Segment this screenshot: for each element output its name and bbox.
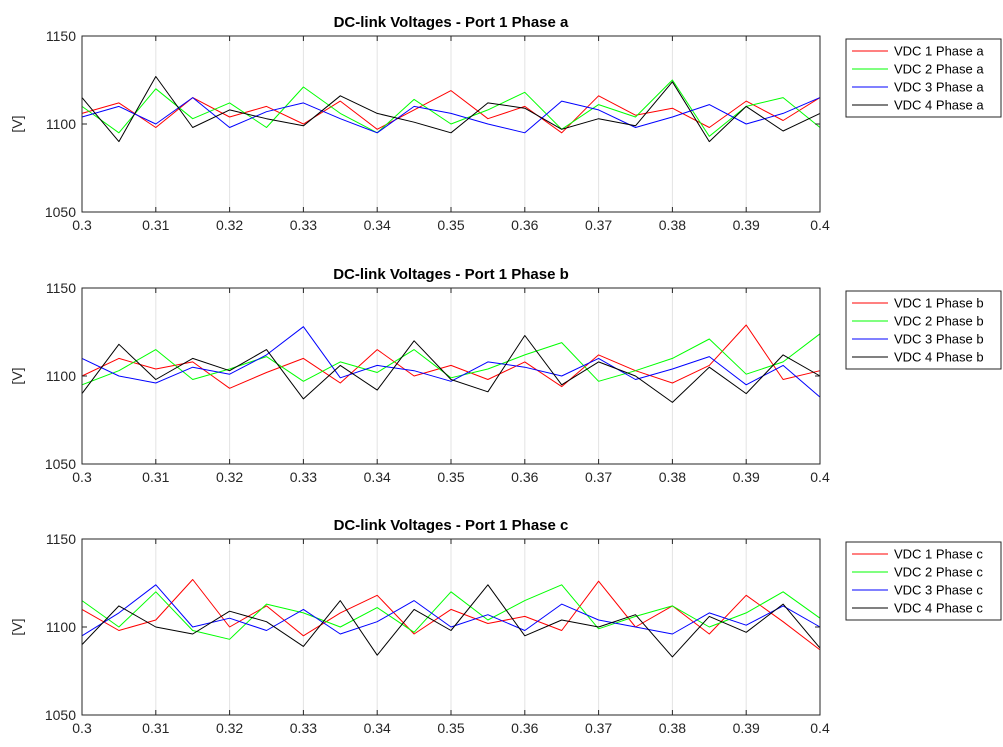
subplot-3: 0.3 0.31 0.32 0.33 0.34 0.35 0.36 0.37 0.38 0.39 0… [9, 517, 1002, 736]
x-tick-label: 0.31 [142, 217, 169, 233]
y-tick-label: 1100 [46, 116, 76, 132]
y-axis-label: [V] [9, 618, 25, 635]
x-tick-label: 0.3 [72, 217, 92, 233]
legend-label-4: VDC 4 Phase b [894, 350, 984, 365]
y-tick-label: 1100 [46, 619, 76, 635]
subplot-1: 0.3 0.31 0.32 0.33 0.34 0.35 0.36 0.37 0.38 0.39 0… [9, 14, 1002, 233]
series-line-1 [81, 579, 821, 651]
series-line-1 [81, 324, 821, 389]
y-tick-label: 1050 [45, 456, 76, 472]
legend-label-4: VDC 4 Phase a [894, 98, 984, 113]
x-tick-label: 0.35 [437, 217, 464, 233]
x-tick-label: 0.4 [810, 217, 830, 233]
legend-label-3: VDC 3 Phase b [894, 332, 984, 347]
x-tick-label: 0.38 [659, 469, 686, 485]
y-tick-label: 1150 [46, 531, 76, 547]
series-line-3 [81, 326, 821, 398]
x-tick-label: 0.31 [142, 469, 169, 485]
x-tick-label: 0.32 [216, 720, 243, 736]
legend: VDC 1 Phase a VDC 2 Phase a VDC 3 Phase a V… [845, 38, 1002, 118]
y-axis-label: [V] [9, 367, 25, 384]
x-tick-label: 0.34 [364, 469, 391, 485]
x-tick-label: 0.35 [437, 720, 464, 736]
x-tick-label: 0.33 [290, 469, 317, 485]
legend-label-2: VDC 2 Phase a [894, 62, 984, 77]
legend-label-1: VDC 1 Phase b [894, 296, 984, 311]
legend-label-1: VDC 1 Phase a [894, 44, 984, 59]
x-tick-label: 0.39 [733, 720, 760, 736]
legend-label-2: VDC 2 Phase c [894, 565, 983, 580]
x-tick-label: 0.39 [733, 217, 760, 233]
x-tick-label: 0.33 [290, 217, 317, 233]
series-line-4 [81, 584, 821, 658]
y-axis-label: [V] [9, 115, 25, 132]
legend-label-3: VDC 3 Phase c [894, 583, 983, 598]
x-tick-label: 0.36 [511, 469, 538, 485]
subplot-2: 0.3 0.31 0.32 0.33 0.34 0.35 0.36 0.37 0.38 0.39 0… [9, 266, 1002, 485]
x-tick-label: 0.3 [72, 720, 92, 736]
x-tick-label: 0.39 [733, 469, 760, 485]
x-tick-label: 0.4 [810, 720, 830, 736]
legend: VDC 1 Phase c VDC 2 Phase c VDC 3 Phase c V… [845, 541, 1002, 621]
legend-label-3: VDC 3 Phase a [894, 80, 984, 95]
legend-box [845, 38, 1002, 118]
x-tick-label: 0.37 [585, 217, 612, 233]
y-tick-label: 1050 [45, 204, 76, 220]
x-tick-label: 0.31 [142, 720, 169, 736]
legend-box [845, 290, 1002, 370]
chart-title: DC-link Voltages - Port 1 Phase c [334, 517, 569, 534]
x-tick-label: 0.34 [364, 720, 391, 736]
legend-label-4: VDC 4 Phase c [894, 601, 983, 616]
series-line-3 [81, 97, 821, 134]
legend-box [845, 541, 1002, 621]
legend-label-2: VDC 2 Phase b [894, 314, 984, 329]
series-line-3 [81, 584, 821, 637]
x-tick-label: 0.3 [72, 469, 92, 485]
x-tick-label: 0.4 [810, 469, 830, 485]
y-tick-label: 1100 [46, 368, 76, 384]
y-tick-label: 1150 [46, 280, 76, 296]
chart-title: DC-link Voltages - Port 1 Phase a [334, 14, 569, 31]
x-tick-label: 0.32 [216, 217, 243, 233]
chart-title: DC-link Voltages - Port 1 Phase b [333, 266, 569, 283]
x-tick-label: 0.36 [511, 217, 538, 233]
series-line-2 [81, 333, 821, 386]
x-tick-label: 0.36 [511, 720, 538, 736]
y-tick-label: 1150 [46, 28, 76, 44]
series-line-4 [81, 76, 821, 143]
x-tick-label: 0.35 [437, 469, 464, 485]
legend-label-1: VDC 1 Phase c [894, 547, 983, 562]
x-tick-label: 0.37 [585, 720, 612, 736]
x-tick-label: 0.32 [216, 469, 243, 485]
y-tick-label: 1050 [45, 707, 76, 723]
series-line-4 [81, 335, 821, 403]
x-tick-label: 0.34 [364, 217, 391, 233]
series-line-2 [81, 79, 821, 137]
x-tick-label: 0.33 [290, 720, 317, 736]
x-tick-label: 0.37 [585, 469, 612, 485]
x-tick-label: 0.38 [659, 217, 686, 233]
x-tick-label: 0.38 [659, 720, 686, 736]
legend: VDC 1 Phase b VDC 2 Phase b VDC 3 Phase b V… [845, 290, 1002, 370]
